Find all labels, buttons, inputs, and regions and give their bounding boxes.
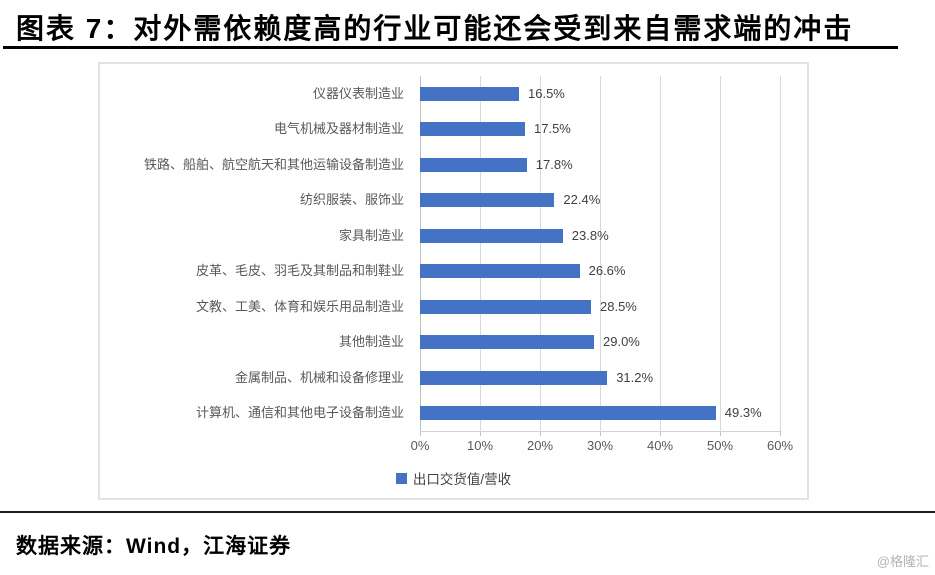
value-label: 29.0% — [603, 334, 640, 350]
category-label: 金属制品、机械和设备修理业 — [234, 369, 404, 385]
axis-tick — [420, 431, 421, 436]
bar — [420, 86, 519, 101]
value-label: 17.8% — [535, 156, 573, 172]
category-label: 文教、工美、体育和娱乐用品制造业 — [195, 298, 404, 314]
value-label: 49.3% — [724, 405, 762, 421]
value-label: 16.5% — [528, 85, 565, 101]
x-axis-label: 40% — [646, 438, 674, 453]
bar — [420, 157, 527, 172]
category-label: 皮革、毛皮、羽毛及其制品和制鞋业 — [195, 263, 404, 279]
bar — [420, 264, 580, 279]
value-label: 26.6% — [588, 263, 626, 279]
legend: 出口交货值/营收 — [100, 468, 807, 488]
category-label: 仪器仪表制造业 — [312, 85, 404, 101]
gridline — [420, 76, 421, 431]
category-label: 其他制造业 — [338, 334, 404, 350]
gridline — [600, 76, 601, 431]
bar — [420, 122, 525, 137]
x-axis-label: 60% — [766, 438, 794, 453]
x-axis-label: 20% — [526, 438, 554, 453]
axis-tick — [780, 431, 781, 436]
category-label: 铁路、船舶、航空航天和其他运输设备制造业 — [143, 156, 404, 172]
gridline — [480, 76, 481, 431]
gridline — [540, 76, 541, 431]
x-axis-label: 10% — [466, 438, 494, 453]
axis-tick — [540, 431, 541, 436]
data-source: 数据来源：Wind，江海证券 — [16, 535, 292, 558]
watermark: @格隆汇 — [876, 554, 929, 569]
bar — [420, 370, 608, 385]
gridline — [720, 76, 721, 431]
category-label: 计算机、通信和其他电子设备制造业 — [195, 405, 404, 421]
x-axis-label: 30% — [586, 438, 614, 453]
legend-label: 出口交货值/营收 — [412, 472, 512, 487]
axis-tick — [480, 431, 481, 436]
category-label: 纺织服装、服饰业 — [299, 192, 404, 208]
title-underline — [3, 46, 898, 49]
bar — [420, 335, 594, 350]
x-axis-label: 0% — [410, 438, 430, 453]
divider-rule — [0, 511, 935, 513]
chart-container: 0% 10% 20% 30% 40% 50% 60% 仪器仪表制造业 16.5% 电气机械及器材制… — [98, 62, 809, 500]
gridline — [660, 76, 661, 431]
x-axis-label: 50% — [706, 438, 734, 453]
legend-swatch-icon — [395, 472, 407, 484]
bar — [420, 406, 716, 421]
category-label: 电气机械及器材制造业 — [273, 121, 404, 137]
category-label: 家具制造业 — [338, 227, 404, 243]
value-label: 31.2% — [616, 369, 654, 385]
value-label: 17.5% — [534, 121, 571, 137]
value-label: 22.4% — [563, 192, 601, 208]
bar — [420, 299, 591, 314]
bar — [420, 228, 563, 243]
value-label: 28.5% — [600, 298, 637, 314]
value-label: 23.8% — [571, 227, 609, 243]
axis-tick — [660, 431, 661, 436]
page-title: 图表 7：对外需依赖度高的行业可能还会受到来自需求端的冲击 — [16, 13, 854, 44]
bar — [420, 193, 555, 208]
gridline — [780, 76, 781, 431]
axis-tick — [720, 431, 721, 436]
x-axis-line — [420, 431, 780, 432]
axis-tick — [600, 431, 601, 436]
